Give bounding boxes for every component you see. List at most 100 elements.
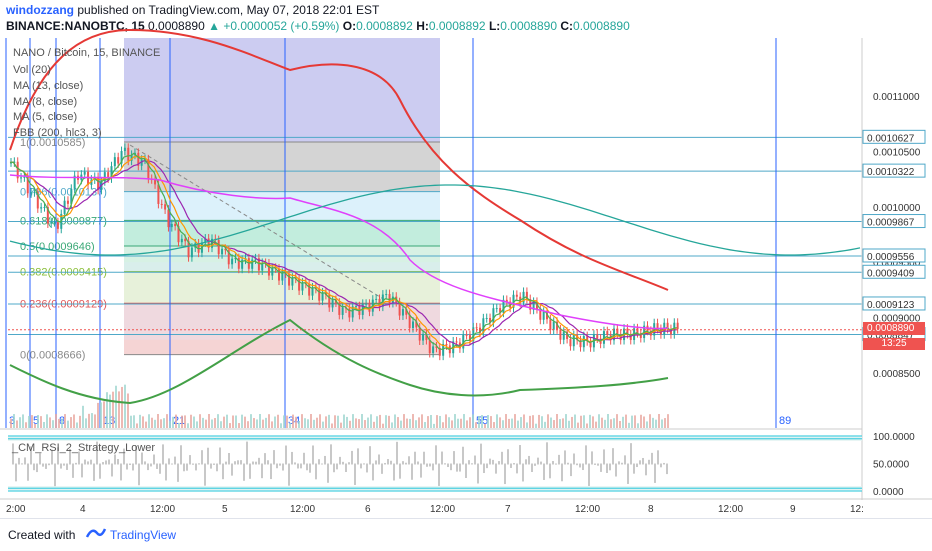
volume-bar (49, 417, 51, 428)
rsi-bar (231, 463, 233, 476)
volume-bar (184, 415, 186, 428)
rsi-bar (219, 447, 221, 465)
candle-body (311, 287, 314, 296)
time-axis-tick: 12:00 (718, 504, 743, 515)
candle-body (579, 340, 582, 348)
price-label-box (862, 296, 926, 311)
volume-bar (457, 418, 459, 428)
volume-bar (514, 414, 516, 428)
rsi-bar (87, 461, 89, 465)
volume-bar (640, 414, 642, 428)
volume-bar (370, 414, 372, 428)
volume-bar (28, 415, 30, 428)
rsi-bar (180, 445, 182, 465)
volume-bar (229, 423, 231, 428)
time-axis-tick: 9 (790, 504, 796, 515)
rsi-bar (276, 463, 278, 469)
tradingview-logo-icon[interactable] (85, 525, 107, 543)
tradingview-link[interactable]: TradingView (110, 528, 177, 542)
volume-bar (652, 417, 654, 428)
volume-bar (313, 419, 315, 428)
rsi-bar (339, 456, 341, 465)
high-label: H: (416, 19, 429, 33)
volume-bar (283, 415, 285, 428)
candle-body (552, 321, 555, 330)
price-axis-tick: 0.0010500 (873, 147, 921, 158)
symbol-info: BINANCE:NANOBTC, 15 0.0008890 ▲ +0.00000… (6, 19, 630, 33)
volume-bar (334, 415, 336, 428)
author-link[interactable]: windozzang (6, 3, 74, 17)
candle-body (23, 176, 26, 178)
rsi-bar (21, 463, 23, 465)
rsi-bar (273, 450, 275, 465)
rsi-bar (195, 463, 197, 471)
rsi-bar (198, 463, 200, 465)
volume-bar (421, 414, 423, 428)
volume-bar (127, 393, 129, 428)
volume-bar (298, 421, 300, 428)
volume-bar (208, 414, 210, 428)
candle-body (666, 322, 669, 330)
candle-body (257, 258, 260, 271)
volume-bar (205, 419, 207, 428)
candle-body (582, 336, 585, 348)
ma8-line (9, 155, 677, 350)
candle-body (522, 291, 525, 303)
rsi-bar (327, 463, 329, 483)
candle-body (629, 334, 632, 341)
rsi-bar (324, 455, 326, 465)
rsi-bar (438, 463, 440, 486)
candle-body (241, 259, 244, 269)
last-price: 0.0008890 (148, 19, 205, 33)
close-label: C: (560, 19, 574, 33)
volume-bar (139, 414, 141, 428)
fib-zone (124, 141, 440, 192)
volume-bar (169, 421, 171, 428)
rsi-bar (66, 463, 68, 470)
rsi-bar (300, 463, 302, 469)
candle-body (539, 309, 542, 320)
candle-body (602, 331, 605, 344)
candle-body (589, 341, 592, 348)
candle-body (107, 172, 110, 179)
candle-body (455, 341, 458, 343)
candle-body (30, 192, 33, 194)
rsi-bar (630, 443, 632, 465)
candle-body (512, 294, 515, 308)
volume-bar (289, 422, 291, 428)
rsi-bar (57, 447, 59, 465)
rsi-bar (546, 442, 548, 465)
rsi-bar (510, 463, 512, 468)
rsi-bar (54, 463, 56, 487)
candle-body (495, 308, 498, 310)
price-axis-tick: 0.0011000 (873, 92, 920, 103)
rsi-bar (378, 454, 380, 465)
volume-bar (472, 414, 474, 428)
volume-bar (256, 419, 258, 428)
candle-body (36, 191, 39, 209)
rsi-bar (636, 463, 638, 468)
rsi-bar (486, 463, 488, 469)
volume-bar (307, 419, 309, 428)
last-price-label: 0.0008890 (863, 322, 925, 335)
rsi-bar (432, 463, 434, 471)
candle-body (418, 327, 421, 341)
volume-bar (91, 413, 93, 428)
rsi-bar (279, 463, 281, 466)
candle-body (442, 343, 445, 356)
rsi-bar (270, 463, 272, 480)
price-chart[interactable]: 1(0.0010585)0.786(0.0010137)0.618(0.0009… (0, 0, 932, 518)
rsi-bar (468, 460, 470, 465)
rsi-bar (141, 452, 143, 465)
volume-bar (346, 416, 348, 428)
volume-bar (649, 414, 651, 428)
bar-countdown: 13:25 (863, 338, 925, 350)
rsi-axis-tick: 0.0000 (873, 487, 904, 498)
rsi-bar (474, 455, 476, 465)
price-label-text: 0.0009123 (867, 300, 915, 311)
volume-bar (442, 422, 444, 428)
rsi-bar (96, 441, 98, 465)
volume-bar (427, 416, 429, 428)
candle-body (408, 314, 411, 329)
volume-bar (664, 418, 666, 428)
